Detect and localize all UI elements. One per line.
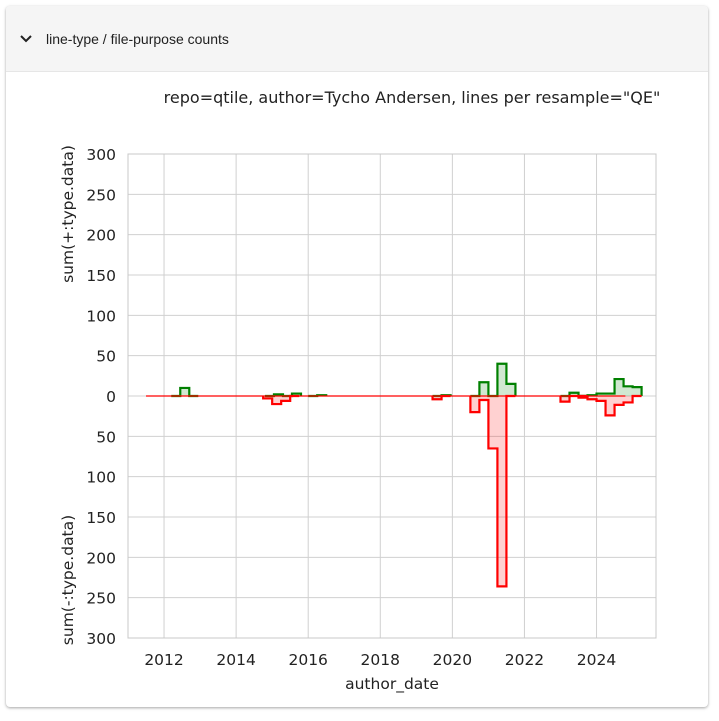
series-step-added [470,362,517,398]
panel-card: line-type / file-purpose counts [6,6,708,707]
x-tick-label: 2016 [288,651,327,669]
series-step-removed [577,394,642,417]
series-step-added [578,377,643,398]
chart: 300 250 200 150 100 50 0 50 100 150 200 250 300 2012 2… [59,88,661,694]
x-tick-label: 2012 [144,651,183,669]
x-tick-label: 2018 [361,651,400,669]
y-tick-label: 150 [86,509,116,527]
x-tick-label: 2020 [433,651,472,669]
panel-header[interactable]: line-type / file-purpose counts [6,6,708,72]
y-tick-label: 200 [86,227,116,245]
y-tick-label: 50 [96,348,116,366]
x-tick-label: 2024 [577,651,616,669]
chevron-down-icon[interactable] [16,34,36,43]
x-axis-label: author_date [345,675,439,694]
x-tick-label: 2014 [216,651,255,669]
y-tick-label: 50 [96,428,116,446]
y-tick-label: 200 [86,549,116,567]
y-tick-label: 300 [86,146,116,164]
panel-title: line-type / file-purpose counts [46,30,229,47]
y-tick-label: 100 [86,307,116,325]
series-step-removed [262,394,300,406]
y-tick-label: 250 [86,590,116,608]
y-tick-label: 250 [86,186,116,204]
y-tick-label: 100 [86,469,116,487]
y-axis-label-bottom: sum(-:type.data) [59,515,77,645]
y-tick-label: 150 [86,267,116,285]
y-tick-label: 300 [86,630,116,648]
plot-frame [127,153,657,639]
y-tick-label: 0 [106,388,116,406]
series-step-removed [469,394,516,588]
y-axis-label-top: sum(+:type.data) [59,145,77,283]
series-step-added [171,386,199,398]
chart-title: repo=qtile, author=Tycho Andersen, lines… [164,88,661,107]
x-tick-label: 2022 [505,651,544,669]
